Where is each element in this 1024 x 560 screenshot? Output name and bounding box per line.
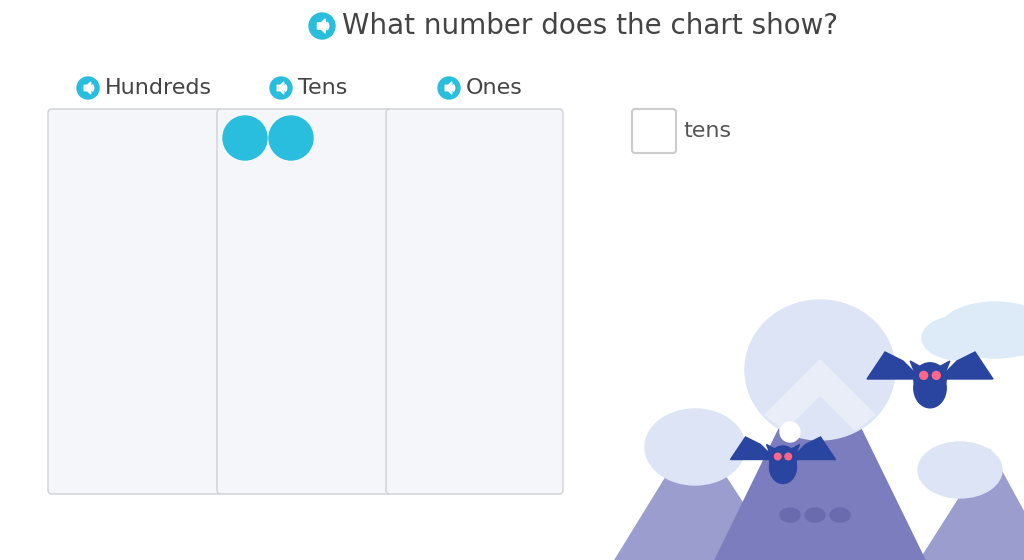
Polygon shape bbox=[920, 450, 1024, 560]
Circle shape bbox=[269, 116, 313, 160]
Ellipse shape bbox=[830, 508, 850, 522]
Circle shape bbox=[309, 13, 335, 39]
Polygon shape bbox=[317, 19, 326, 33]
Text: tens: tens bbox=[683, 121, 731, 141]
Text: Ones: Ones bbox=[466, 78, 523, 98]
FancyBboxPatch shape bbox=[386, 109, 563, 494]
Circle shape bbox=[913, 363, 946, 395]
Ellipse shape bbox=[780, 508, 800, 522]
Circle shape bbox=[785, 453, 792, 460]
Polygon shape bbox=[765, 360, 874, 430]
Ellipse shape bbox=[645, 409, 745, 485]
Circle shape bbox=[920, 371, 928, 379]
Polygon shape bbox=[934, 361, 950, 379]
Polygon shape bbox=[445, 82, 452, 94]
Ellipse shape bbox=[805, 508, 825, 522]
Circle shape bbox=[774, 453, 781, 460]
Text: Tens: Tens bbox=[298, 78, 347, 98]
Circle shape bbox=[780, 422, 800, 442]
Circle shape bbox=[270, 77, 292, 99]
Circle shape bbox=[77, 77, 99, 99]
Ellipse shape bbox=[769, 450, 797, 483]
Ellipse shape bbox=[745, 300, 895, 440]
FancyBboxPatch shape bbox=[217, 109, 392, 494]
FancyBboxPatch shape bbox=[48, 109, 223, 494]
Polygon shape bbox=[84, 82, 91, 94]
Polygon shape bbox=[278, 82, 284, 94]
Polygon shape bbox=[730, 437, 775, 460]
Ellipse shape bbox=[918, 442, 1002, 498]
Polygon shape bbox=[767, 445, 780, 460]
Text: Hundreds: Hundreds bbox=[105, 78, 212, 98]
Polygon shape bbox=[715, 345, 925, 560]
FancyBboxPatch shape bbox=[632, 109, 676, 153]
Polygon shape bbox=[615, 430, 780, 560]
Polygon shape bbox=[910, 361, 927, 379]
Circle shape bbox=[769, 446, 797, 473]
Polygon shape bbox=[786, 445, 800, 460]
Text: What number does the chart show?: What number does the chart show? bbox=[342, 12, 838, 40]
Circle shape bbox=[932, 371, 940, 379]
Circle shape bbox=[438, 77, 460, 99]
Ellipse shape bbox=[913, 368, 946, 408]
Circle shape bbox=[223, 116, 267, 160]
Polygon shape bbox=[791, 437, 836, 460]
Polygon shape bbox=[939, 352, 993, 379]
Ellipse shape bbox=[922, 316, 998, 360]
Ellipse shape bbox=[940, 302, 1024, 358]
Polygon shape bbox=[867, 352, 921, 379]
Ellipse shape bbox=[984, 315, 1024, 355]
